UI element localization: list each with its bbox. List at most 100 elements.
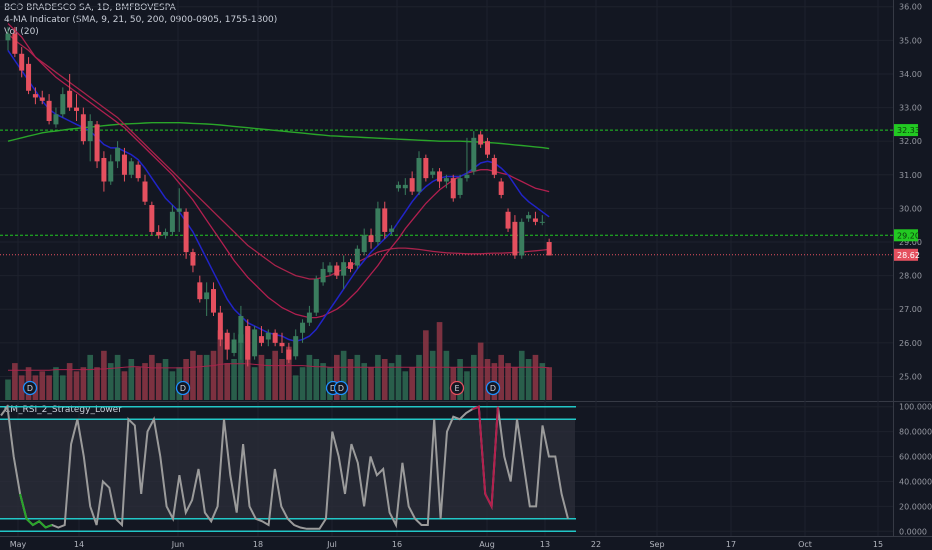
price-tick-label: 31.00: [899, 171, 922, 180]
candle-body: [512, 221, 518, 256]
volume-bar: [238, 334, 244, 400]
candle-body: [169, 211, 175, 232]
volume-bar: [279, 359, 285, 400]
candle-body: [135, 164, 141, 179]
time-tick-label: 15: [873, 540, 883, 549]
volume-bar: [197, 354, 203, 400]
volume-bar: [203, 354, 210, 400]
volume-bar: [429, 350, 436, 400]
event-marker-circle[interactable]: [175, 380, 191, 396]
candle-body: [457, 178, 463, 195]
time-tick-label: 13: [540, 540, 550, 549]
price-tick-label: 25.00: [899, 372, 922, 381]
time-tick-label: Jun: [171, 540, 185, 549]
event-marker-label: D: [330, 384, 336, 393]
event-marker-circle[interactable]: [449, 380, 465, 396]
price-tick-label: 32.00: [899, 137, 922, 146]
dividend-marker: D: [333, 380, 349, 396]
candle-body: [491, 157, 497, 175]
volume-bar: [354, 354, 361, 400]
volume-bar: [416, 354, 422, 400]
candle-body: [156, 231, 162, 236]
price-tick-label: 33.00: [899, 104, 922, 113]
sma50-line: [7, 33, 550, 280]
volume-bar: [532, 354, 539, 400]
event-marker-label: E: [454, 384, 459, 393]
candle-body: [211, 289, 216, 313]
candle-body: [176, 208, 182, 212]
volume-bar: [525, 359, 532, 400]
volume-bar: [39, 371, 46, 400]
volume-bar: [340, 350, 347, 400]
sma9-line: [7, 49, 550, 342]
volume-bar: [155, 363, 162, 400]
candle-body: [293, 336, 299, 357]
volume-bar: [162, 359, 169, 400]
symbol-title: BCO BRADESCO SA, 1D, BMFBOVESPA: [4, 3, 176, 13]
volume-bar: [73, 371, 80, 400]
volume-bar: [498, 354, 504, 400]
volume-bar: [94, 367, 100, 400]
candle-body: [231, 339, 237, 353]
time-tick-label: 17: [726, 540, 736, 549]
candle-body: [183, 211, 189, 253]
volume-bar: [12, 363, 18, 400]
volume-bar: [251, 367, 258, 400]
candle-body: [354, 248, 360, 266]
price-tick-label: 35.00: [899, 36, 922, 45]
time-tick-label: May: [10, 540, 27, 549]
price-tick-label: 36.00: [899, 3, 922, 12]
event-marker-circle[interactable]: [333, 380, 349, 396]
rsi-tick-label: 100.0000: [899, 403, 932, 412]
volume-bar: [347, 359, 354, 400]
time-tick-label: 16: [392, 540, 402, 549]
rsi-tick-label: 40.0000: [899, 477, 932, 486]
volume-bar: [258, 354, 265, 400]
candle-body: [67, 90, 73, 108]
time-tick-label: 14: [74, 540, 84, 549]
time-tick-label: Oct: [798, 540, 812, 549]
candle-body: [258, 336, 264, 343]
candle-body: [163, 231, 169, 236]
rsi-tick-label: 20.0000: [899, 502, 932, 511]
volume-bar: [464, 371, 470, 400]
volume-bar: [546, 367, 552, 400]
volume-bar: [53, 367, 59, 400]
price-tick-label: 29.00: [899, 238, 922, 247]
dividend-marker: D: [22, 380, 38, 396]
candle-body: [74, 107, 79, 111]
event-marker-circle[interactable]: [22, 380, 38, 396]
candle-body: [272, 332, 278, 343]
price-tag-label: 29.20: [897, 231, 920, 240]
volume-bar: [381, 359, 388, 400]
candle-body: [46, 100, 52, 122]
volume-bar: [18, 375, 25, 400]
volume-bar: [361, 363, 367, 400]
event-marker-circle[interactable]: [485, 380, 501, 396]
volume-bar: [87, 354, 93, 400]
candle-body: [245, 326, 251, 360]
candle-body: [313, 278, 319, 313]
candle-body: [443, 178, 449, 182]
price-tag-box: [894, 229, 918, 242]
volume-bar: [388, 363, 395, 400]
volume-bar: [60, 375, 66, 400]
volume-bar: [471, 354, 477, 400]
volume-bar: [286, 346, 292, 400]
dividend-marker: D: [485, 380, 501, 396]
candle-body: [32, 94, 38, 98]
candle-body: [395, 184, 401, 189]
volume-bar: [169, 371, 176, 400]
event-marker-label: D: [490, 384, 496, 393]
candle-body: [320, 268, 326, 283]
candle-body: [402, 184, 408, 189]
event-marker-label: D: [338, 384, 344, 393]
time-tick-label: 18: [253, 540, 263, 549]
volume-bar: [368, 367, 374, 400]
time-tick-label: Jul: [326, 540, 337, 549]
candle-body: [19, 53, 25, 71]
volume-bar: [190, 350, 196, 400]
volume-bar: [512, 367, 518, 400]
volume-bar: [128, 359, 135, 400]
